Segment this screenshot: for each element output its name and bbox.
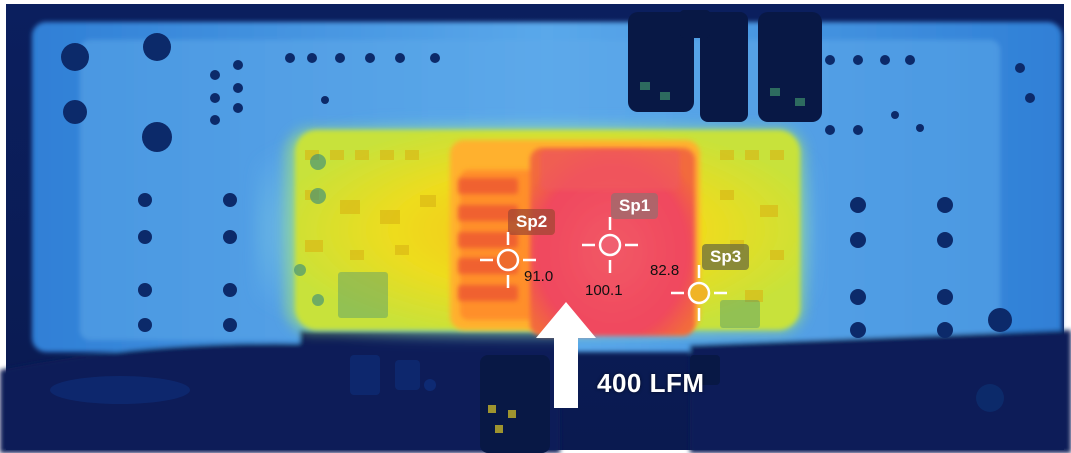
spot-sp2-value: 91.0 [524, 268, 554, 285]
airflow-label: 400 LFM [597, 368, 705, 398]
spot-sp1-reticle-icon [582, 217, 638, 273]
spot-sp1-value: 100.1 [585, 282, 623, 299]
spot-sp1-label: Sp1 [611, 193, 659, 219]
spot-sp3-reticle-icon [671, 265, 727, 321]
spot-sp2-reticle-icon [480, 232, 536, 288]
spot-sp3-label: Sp3 [702, 244, 750, 270]
arrow-up-icon [536, 302, 596, 408]
spot-sp2-label: Sp2 [508, 209, 556, 235]
spot-sp3-value: 82.8 [650, 262, 680, 279]
